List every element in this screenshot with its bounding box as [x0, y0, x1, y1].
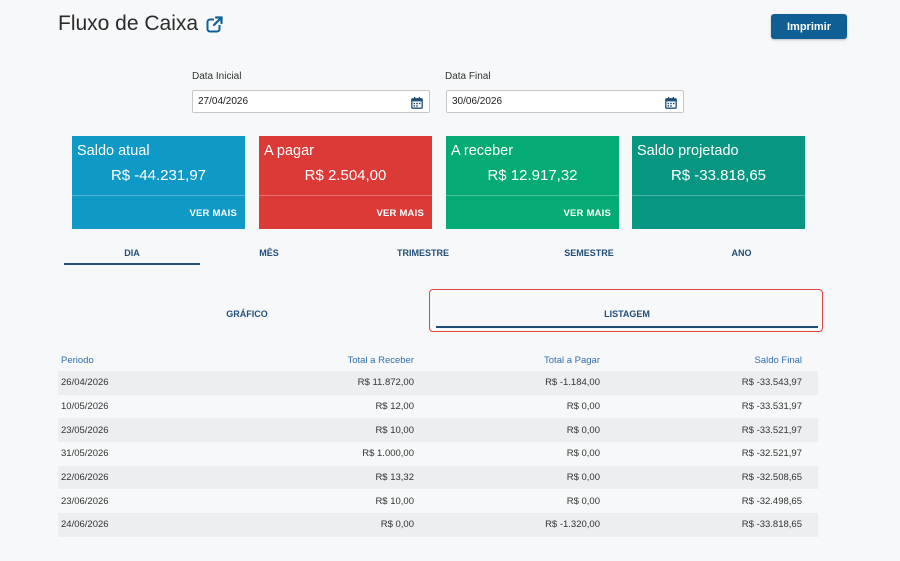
card-saldo-atual: Saldo atual R$ -44.231,97 VER MAIS [72, 136, 245, 229]
end-date-field[interactable] [446, 90, 684, 113]
table-cell: R$ 12,00 [375, 401, 414, 413]
table-cell: R$ 13,32 [178, 465, 430, 490]
card-value: R$ -44.231,97 [110, 167, 207, 184]
table-cell: 24/06/2026 [58, 513, 178, 537]
active-tab-underline [436, 326, 818, 328]
table-cell: 26/04/2026 [58, 371, 178, 395]
col-header-total-pagar[interactable]: Total a Pagar [544, 354, 600, 366]
table-cell: R$ -32.508,65 [616, 465, 818, 490]
table-cell: R$ -32.521,97 [741, 448, 802, 460]
calendar-icon[interactable] [411, 96, 423, 109]
ver-mais-link[interactable]: VER MAIS [376, 208, 424, 219]
card-saldo-projetado: Saldo projetado R$ -33.818,65 [632, 136, 805, 229]
start-date-input[interactable] [193, 95, 400, 108]
card-title: Saldo projetado [637, 143, 739, 159]
cashflow-table: Periodo Total a Receber Total a Pagar Sa… [58, 349, 818, 537]
card-divider [72, 195, 245, 196]
tab-mes[interactable]: MÊS [259, 248, 279, 258]
table-cell: R$ 0,00 [566, 401, 600, 413]
card-title: A receber [451, 143, 514, 159]
table-row[interactable]: 23/05/2026 R$ 10,00 R$ 0,00 R$ -33.521,97 [58, 418, 818, 443]
selection-highlight [429, 289, 823, 332]
card-value: R$ -33.818,65 [670, 167, 767, 184]
table-header-row: Periodo Total a Receber Total a Pagar Sa… [58, 349, 818, 371]
table-row[interactable]: 22/06/2026 R$ 13,32 R$ 0,00 R$ -32.508,65 [58, 465, 818, 490]
table-cell: R$ 1.000,00 [362, 448, 414, 460]
tab-semestre[interactable]: SEMESTRE [564, 248, 614, 258]
table-cell: R$ -33.818,65 [616, 513, 818, 537]
tab-trimestre[interactable]: TRIMESTRE [396, 248, 449, 258]
col-header-periodo[interactable]: Periodo [61, 354, 94, 366]
table-cell: R$ -32.498,65 [741, 495, 802, 507]
table-cell: 23/05/2026 [58, 418, 178, 443]
card-divider [259, 195, 432, 196]
table-cell: R$ -1.320,00 [430, 513, 616, 537]
table-cell: 23/06/2026 [61, 495, 109, 507]
table-cell: R$ 0,00 [430, 465, 616, 490]
table-cell: R$ -33.531,97 [741, 401, 802, 413]
card-a-receber: A receber R$ 12.917,32 VER MAIS [446, 136, 619, 229]
table-cell: R$ 11.872,00 [178, 371, 430, 395]
table-cell: 10/05/2026 [61, 401, 109, 413]
ver-mais-link[interactable]: VER MAIS [189, 208, 237, 219]
start-date-label: Data Inicial [192, 71, 242, 82]
tab-ano[interactable]: ANO [731, 248, 752, 258]
col-header-saldo-final[interactable]: Saldo Final [754, 354, 802, 366]
table-row[interactable]: 26/04/2026 R$ 11.872,00 R$ -1.184,00 R$ -33… [58, 371, 818, 395]
card-value: R$ 12.917,32 [487, 167, 578, 184]
table-row[interactable]: 24/06/2026 R$ 0,00 R$ -1.320,00 R$ -33.818,… [58, 513, 818, 537]
tab-dia[interactable]: DIA [64, 245, 200, 265]
tab-listagem[interactable]: LISTAGEM [430, 289, 824, 331]
table-cell: R$ 0,00 [178, 513, 430, 537]
table-cell: 31/05/2026 [61, 448, 109, 460]
period-tabs: DIA MÊS TRIMESTRE SEMESTRE ANO [64, 245, 836, 265]
end-date-label: Data Final [445, 71, 491, 82]
start-date-field[interactable] [192, 90, 430, 113]
page-title-text: Fluxo de Caixa [58, 12, 199, 35]
table-cell: R$ 0,00 [566, 495, 600, 507]
table-cell: 22/06/2026 [58, 465, 178, 490]
card-title: Saldo atual [77, 143, 150, 159]
external-link-icon[interactable] [206, 15, 224, 33]
card-a-pagar: A pagar R$ 2.504,00 VER MAIS [259, 136, 432, 229]
ver-mais-link[interactable]: VER MAIS [563, 208, 611, 219]
print-button[interactable]: Imprimir [771, 14, 847, 39]
page-title: Fluxo de Caixa [58, 12, 224, 36]
view-tabs: GRÁFICO LISTAGEM [64, 289, 836, 334]
card-divider [446, 195, 619, 196]
table-cell: R$ 0,00 [430, 418, 616, 443]
table-cell: R$ -33.521,97 [616, 418, 818, 443]
card-title: A pagar [264, 143, 314, 159]
table-row[interactable]: 10/05/2026 R$ 12,00 R$ 0,00 R$ -33.531,97 [58, 395, 818, 419]
tab-listagem-label: LISTAGEM [604, 309, 650, 319]
table-cell: R$ 10,00 [178, 418, 430, 443]
table-cell: R$ -33.543,97 [616, 371, 818, 395]
card-divider [632, 195, 805, 196]
table-cell: R$ 10,00 [375, 495, 414, 507]
card-value: R$ 2.504,00 [304, 167, 387, 184]
calendar-icon[interactable] [665, 96, 677, 109]
col-header-total-receber[interactable]: Total a Receber [347, 354, 414, 366]
tab-grafico[interactable]: GRÁFICO [226, 309, 268, 319]
table-cell: R$ 0,00 [566, 448, 600, 460]
table-row[interactable]: 23/06/2026 R$ 10,00 R$ 0,00 R$ -32.498,65 [58, 489, 818, 513]
table-cell: R$ -1.184,00 [430, 371, 616, 395]
end-date-input[interactable] [447, 95, 654, 108]
table-row[interactable]: 31/05/2026 R$ 1.000,00 R$ 0,00 R$ -32.521,9… [58, 442, 818, 466]
